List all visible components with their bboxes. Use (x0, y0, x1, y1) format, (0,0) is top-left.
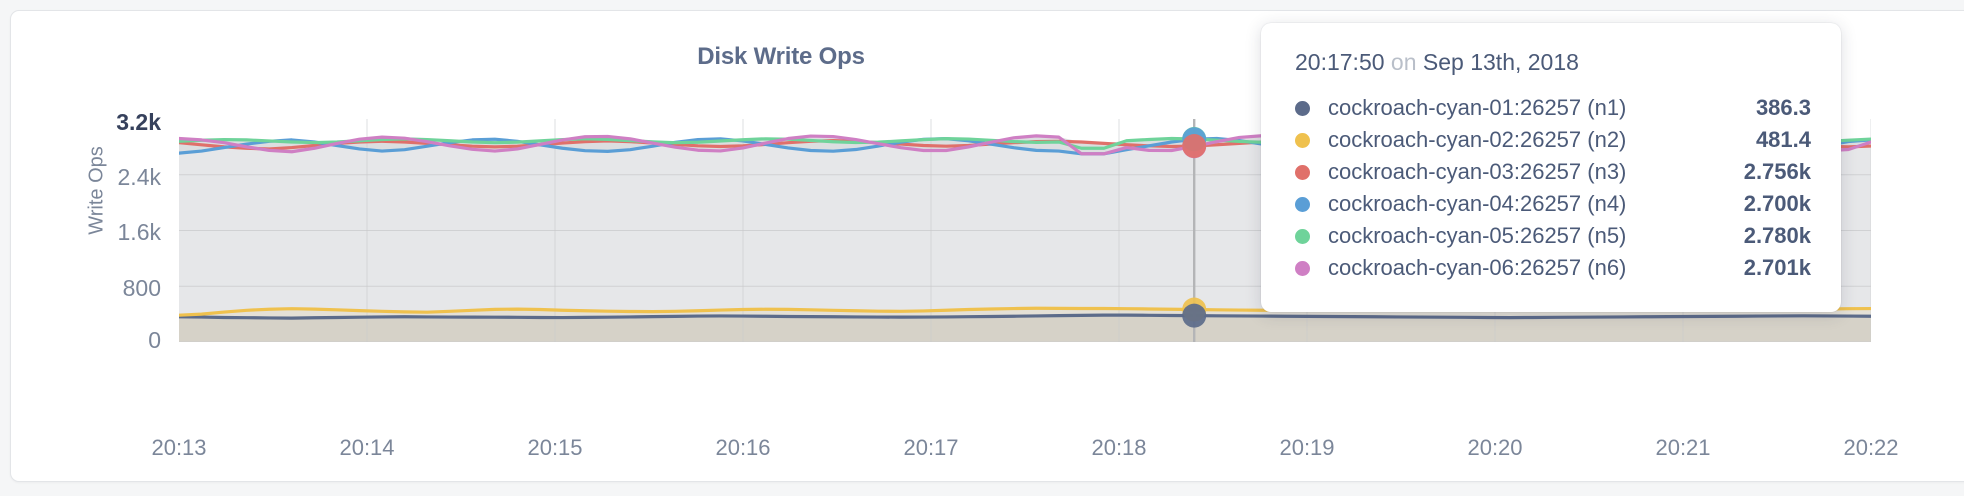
x-tick-label: 20:16 (715, 435, 771, 460)
tooltip-series-value: 386.3 (1755, 95, 1811, 120)
tooltip-time: 20:17:50 (1295, 49, 1385, 75)
x-tick-label: 20:19 (1279, 435, 1335, 460)
tooltip-row-list: cockroach-cyan-01:26257 (n1) 386.3 cockroa… (1295, 92, 1811, 284)
disk-write-ops-chart-card: Disk Write Ops 3.2k 2.4k 1.6k 800 0 Writ… (10, 10, 1964, 482)
x-tick-label: 20:18 (1091, 435, 1147, 460)
tooltip-row: cockroach-cyan-01:26257 (n1) 386.3 (1295, 92, 1811, 124)
x-tick-label: 20:14 (339, 435, 395, 460)
tooltip-series-value: 2.780k (1743, 223, 1811, 248)
y-tick-label: 0 (148, 327, 161, 353)
series-color-dot-icon (1295, 100, 1310, 116)
x-tick-label: 20:13 (151, 435, 207, 460)
tooltip-row: cockroach-cyan-05:26257 (n5) 2.780k (1295, 220, 1811, 252)
chart-tooltip: 20:17:50 on Sep 13th, 2018 cockroach-cya… (1261, 23, 1841, 312)
y-tick-label: 3.2k (116, 109, 161, 135)
tooltip-row: cockroach-cyan-06:26257 (n6) 2.701k (1295, 252, 1811, 284)
x-tick-label: 20:22 (1843, 435, 1899, 460)
x-tick-label: 20:15 (527, 435, 583, 460)
series-color-dot-icon (1295, 164, 1310, 180)
y-axis: 3.2k 2.4k 1.6k 800 0 Write Ops (41, 11, 162, 483)
x-tick-label: 20:17 (903, 435, 959, 460)
tooltip-series-label: cockroach-cyan-04:26257 (n4) (1328, 191, 1627, 216)
tooltip-row: cockroach-cyan-02:26257 (n2) 481.4 (1295, 124, 1811, 156)
tooltip-row: cockroach-cyan-04:26257 (n4) 2.700k (1295, 188, 1811, 220)
tooltip-series-value: 481.4 (1755, 127, 1811, 152)
y-tick-label: 800 (122, 275, 161, 301)
series-color-dot-icon (1295, 228, 1310, 244)
x-tick-label: 20:20 (1467, 435, 1523, 460)
tooltip-on-word: on (1390, 49, 1417, 75)
x-axis: 20:13 20:14 20:15 20:16 20:17 20:18 20:19 20:20… (151, 435, 1898, 469)
page-title: Disk Write Ops (697, 43, 865, 70)
tooltip-series-label: cockroach-cyan-03:26257 (n3) (1328, 159, 1627, 184)
x-tick-label: 20:21 (1655, 435, 1711, 460)
y-tick-label: 1.6k (117, 219, 161, 245)
series-color-dot-icon (1295, 132, 1310, 148)
y-tick-label: 2.4k (117, 164, 161, 190)
tooltip-series-label: cockroach-cyan-01:26257 (n1) (1328, 95, 1627, 120)
tooltip-series-value: 2.701k (1743, 255, 1811, 280)
series-color-dot-icon (1295, 260, 1310, 276)
tooltip-series-label: cockroach-cyan-02:26257 (n2) (1328, 127, 1627, 152)
tooltip-row: cockroach-cyan-03:26257 (n3) 2.756k (1295, 156, 1811, 188)
tooltip-series-label: cockroach-cyan-06:26257 (n6) (1328, 255, 1627, 280)
tooltip-series-label: cockroach-cyan-05:26257 (n5) (1328, 223, 1627, 248)
y-axis-title: Write Ops (85, 146, 108, 235)
tooltip-header: 20:17:50 on Sep 13th, 2018 (1295, 49, 1811, 76)
tooltip-series-value: 2.700k (1743, 191, 1811, 216)
tooltip-date: Sep 13th, 2018 (1422, 49, 1579, 75)
series-color-dot-icon (1295, 196, 1310, 212)
tooltip-series-value: 2.756k (1743, 159, 1811, 184)
